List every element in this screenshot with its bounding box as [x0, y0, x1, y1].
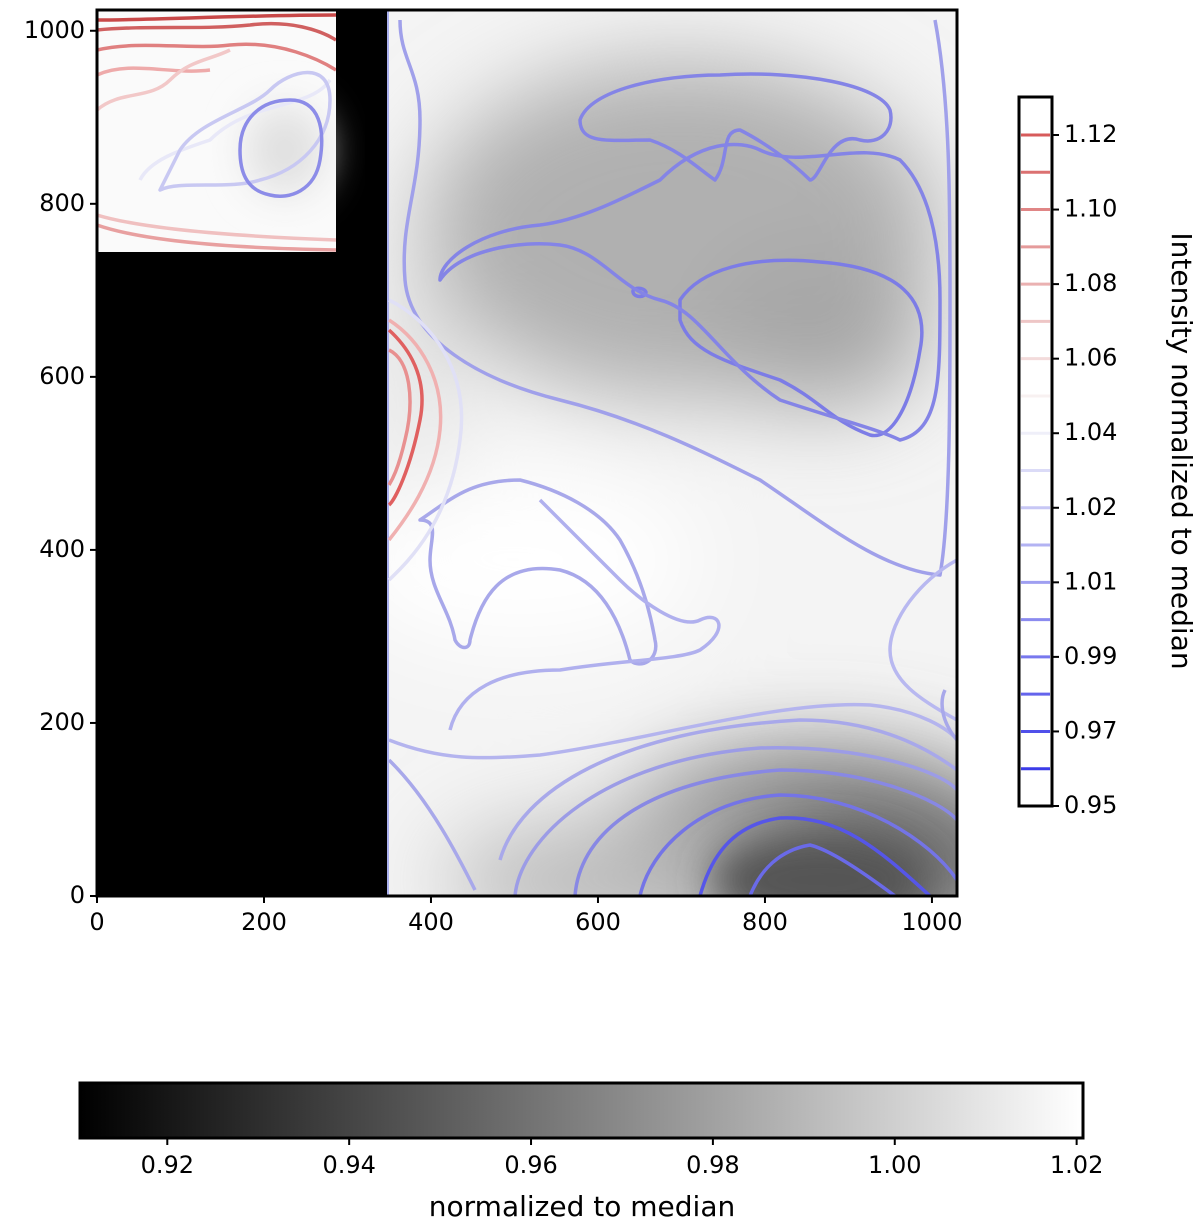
colorbar-bottom-tick-label: 0.96: [504, 1151, 557, 1179]
colorbar-right-tick-label: 1.10: [1064, 195, 1117, 223]
image: [97, 10, 957, 896]
colorbar-bottom-label: normalized to median: [429, 1190, 735, 1223]
y-tick-label: 600: [39, 362, 85, 390]
y-tick-label: 0: [70, 881, 85, 909]
colorbar-bottom-tick-label: 0.92: [141, 1151, 194, 1179]
x-tick-label: 0: [89, 908, 104, 936]
colorbar-right-label: Intensity normalized to median: [1165, 232, 1198, 669]
colorbar-right-tick-label: 1.04: [1064, 418, 1117, 446]
x-tick-label: 200: [241, 908, 287, 936]
colorbar-bottom-tick-label: 0.94: [322, 1151, 375, 1179]
colorbar-right-tick-label: 1.08: [1064, 269, 1117, 297]
y-tick-label: 800: [39, 189, 85, 217]
y-tick-label: 1000: [24, 16, 85, 44]
colorbar-bottom-tick-label: 0.98: [686, 1151, 739, 1179]
y-tick-label: 200: [39, 708, 85, 736]
y-tick-label: 400: [39, 535, 85, 563]
colorbar-right-tick-label: 1.01: [1064, 567, 1117, 595]
x-tick-label: 800: [742, 908, 788, 936]
colorbar-right-tick-label: 1.12: [1064, 120, 1117, 148]
colorbar-right: [1017, 95, 1054, 808]
colorbar-right-tick-label: 0.97: [1064, 716, 1117, 744]
colorbar-right-tick-label: 0.95: [1064, 791, 1117, 819]
colorbar-right-tick-label: 1.02: [1064, 493, 1117, 521]
plot-frame: [95, 8, 959, 898]
colorbar-right-tick-label: 1.06: [1064, 344, 1117, 372]
x-tick-label: 1000: [901, 908, 962, 936]
x-tick-label: 600: [575, 908, 621, 936]
colorbar-bottom-tick-label: 1.02: [1050, 1151, 1103, 1179]
colorbar-right-tick-label: 0.99: [1064, 642, 1117, 670]
x-tick-label: 400: [408, 908, 454, 936]
colorbar-bottom-tick-label: 1.00: [868, 1151, 921, 1179]
colorbar-bottom: [78, 1081, 1085, 1140]
